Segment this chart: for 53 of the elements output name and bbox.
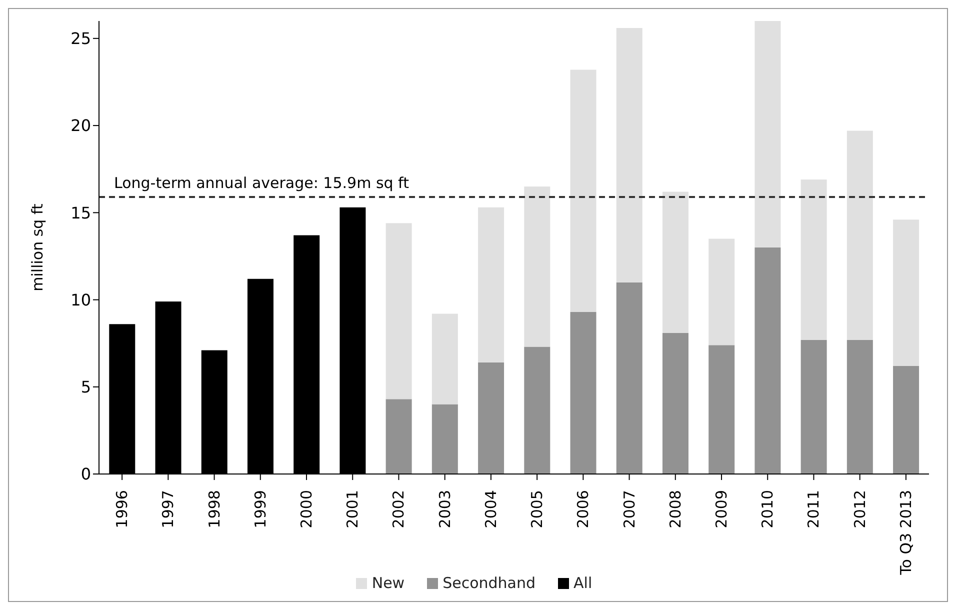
bar <box>893 366 920 474</box>
bar <box>800 180 827 340</box>
bar <box>893 220 920 366</box>
x-tick-label: 2008 <box>666 490 684 528</box>
bar <box>754 21 781 248</box>
x-tick-label: 2006 <box>574 490 592 528</box>
ref-line-label: Long-term annual average: 15.9m sq ft <box>114 174 410 192</box>
bar <box>478 207 504 362</box>
bar <box>800 340 827 474</box>
bar <box>846 130 873 340</box>
x-tick-label: 1997 <box>159 490 178 528</box>
bar <box>386 399 412 474</box>
x-tick-label: 1996 <box>113 490 132 528</box>
bar <box>524 186 550 347</box>
y-tick-label: 25 <box>70 29 91 48</box>
x-tick-label: 2012 <box>850 490 869 528</box>
x-tick-label: 2011 <box>804 490 823 528</box>
bar <box>432 404 458 474</box>
bar <box>754 248 781 474</box>
bar <box>616 28 642 282</box>
x-tick-label: 2003 <box>436 490 454 528</box>
y-tick-label: 20 <box>70 116 91 136</box>
x-tick-label: 2007 <box>620 490 638 528</box>
bar <box>708 345 735 474</box>
bar <box>662 332 688 474</box>
legend-label: New <box>370 574 405 592</box>
y-tick-label: 0 <box>80 464 91 484</box>
legend-label: Secondhand <box>442 574 536 592</box>
x-tick-label: 1998 <box>205 490 224 528</box>
y-tick-label: 15 <box>70 203 91 222</box>
bar <box>570 312 596 474</box>
bar <box>662 192 688 333</box>
x-tick-label: 1999 <box>251 490 270 528</box>
bar <box>616 282 642 474</box>
bar <box>708 238 735 346</box>
bar <box>846 340 873 474</box>
x-tick-label: 2009 <box>712 490 730 528</box>
bar <box>524 346 550 474</box>
x-tick-label: 2000 <box>298 490 316 528</box>
bar <box>432 314 458 404</box>
x-tick-label: 2005 <box>528 490 546 528</box>
bar <box>478 362 504 474</box>
x-tick-label: 2002 <box>390 490 408 528</box>
x-tick-label: To Q3 2013 <box>896 490 915 576</box>
x-tick-label: 2001 <box>344 490 362 528</box>
legend-label: All <box>572 574 592 592</box>
bar <box>386 223 412 400</box>
x-tick-label: 2004 <box>482 490 500 528</box>
y-tick-label: 10 <box>70 290 91 310</box>
x-tick-label: 2010 <box>758 490 777 528</box>
y-tick-label: 5 <box>80 378 91 397</box>
y-axis-title: million sq ft <box>28 204 46 292</box>
bar <box>570 70 596 312</box>
